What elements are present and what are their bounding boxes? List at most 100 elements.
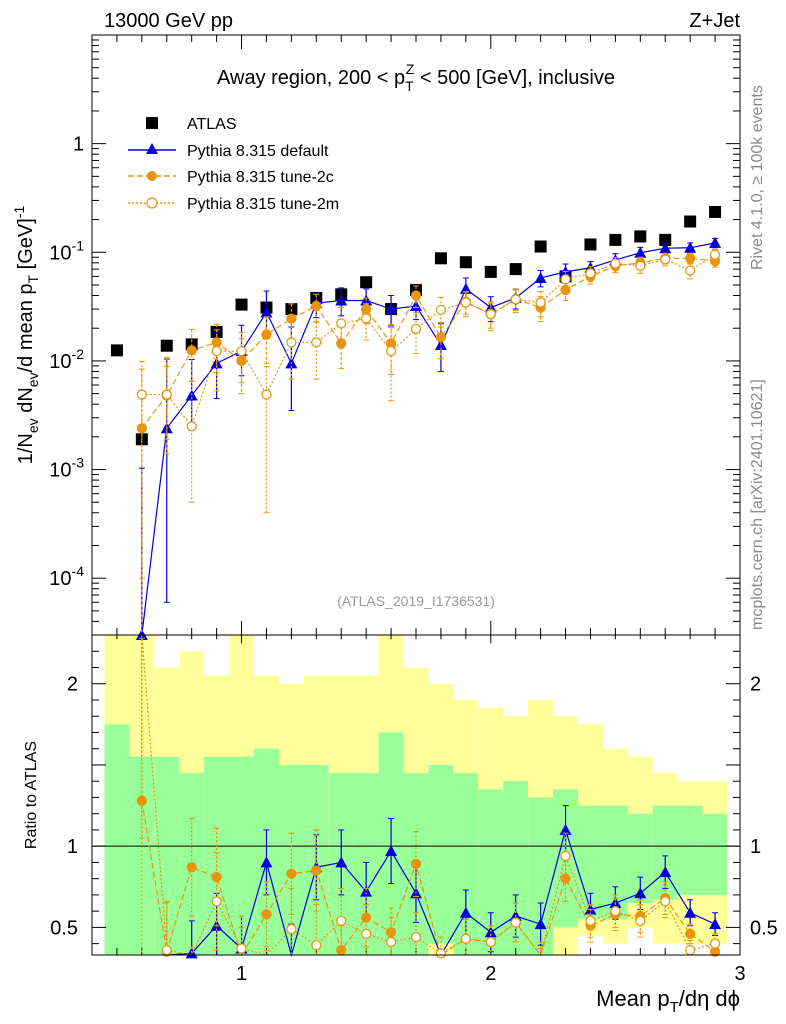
legend-label-tune2m: Pythia 8.315 tune-2m bbox=[187, 196, 339, 213]
data-point bbox=[634, 230, 647, 243]
ratio-point bbox=[560, 850, 571, 862]
mcplots-label: mcplots.cern.ch [arXiv:2401.10621] bbox=[749, 379, 766, 630]
data-point bbox=[535, 297, 546, 308]
ratio-point bbox=[585, 915, 596, 927]
ratio-y-axis-label: Ratio to ATLAS bbox=[23, 741, 40, 849]
data-point bbox=[335, 294, 348, 306]
ratio-point bbox=[559, 823, 572, 835]
ratio-point bbox=[659, 866, 672, 878]
ratio-point bbox=[410, 858, 422, 870]
data-point bbox=[360, 276, 373, 289]
data-point bbox=[659, 242, 672, 254]
legend-label-default: Pythia 8.315 default bbox=[187, 143, 329, 160]
ratio-point bbox=[510, 917, 521, 928]
x-tick-label: 2 bbox=[485, 963, 496, 985]
data-point bbox=[261, 389, 272, 400]
ratio-point bbox=[385, 845, 398, 857]
data-point bbox=[684, 215, 697, 228]
green-band-bin bbox=[428, 764, 454, 944]
ratio-layer bbox=[136, 634, 722, 959]
y-tick-label: 10-2 bbox=[49, 346, 84, 373]
data-point bbox=[410, 290, 422, 301]
data-point bbox=[161, 389, 172, 400]
ratio-point bbox=[361, 928, 372, 940]
ratio-point bbox=[660, 896, 671, 907]
x-axis-label: Mean pT/dη dϕ bbox=[596, 986, 740, 1016]
series-layer bbox=[110, 205, 722, 640]
legend-marker-atlas bbox=[146, 117, 158, 129]
data-point bbox=[410, 323, 422, 335]
data-point bbox=[136, 389, 147, 400]
data-point bbox=[709, 249, 721, 260]
ratio-tick-label: 0.5 bbox=[50, 917, 78, 939]
data-point bbox=[160, 339, 173, 352]
ratio-point bbox=[410, 931, 422, 943]
data-point bbox=[660, 254, 671, 265]
data-point bbox=[235, 298, 248, 311]
green-band-bin bbox=[154, 756, 180, 955]
data-point bbox=[610, 258, 621, 269]
legend-marker-default bbox=[146, 143, 158, 154]
data-point bbox=[311, 300, 322, 312]
legend-marker-tune2c bbox=[147, 171, 157, 181]
ratio-point bbox=[335, 856, 348, 868]
plot-title: Away region, 200 < pTZ < 500 [GeV], incl… bbox=[217, 61, 615, 94]
data-point bbox=[435, 304, 447, 316]
data-point bbox=[336, 318, 347, 329]
y-tick-label: 10-1 bbox=[49, 237, 84, 264]
data-point bbox=[435, 332, 447, 343]
data-point bbox=[361, 313, 372, 324]
header-left-label: 13000 GeV pp bbox=[104, 10, 233, 32]
ratio-point bbox=[709, 918, 722, 930]
ratio-tick-label: 2 bbox=[67, 674, 78, 696]
data-point bbox=[136, 423, 147, 434]
ratio-point bbox=[186, 862, 197, 873]
data-point bbox=[634, 246, 647, 258]
series-pythia-8-315-tune-2m bbox=[136, 249, 721, 579]
axis-ticks: 1 2 3 10-4 10-3 10-2 10-1 1 0.5 0.5 1 1 2 2 bbox=[49, 35, 778, 985]
data-point bbox=[261, 329, 272, 340]
data-point bbox=[510, 294, 521, 305]
data-point bbox=[186, 345, 197, 356]
legend-marker-tune2m bbox=[146, 197, 158, 209]
ratio-point bbox=[360, 885, 373, 897]
ratio-point bbox=[435, 948, 447, 959]
ratio-frame-overlay bbox=[91, 634, 741, 956]
data-point bbox=[709, 205, 722, 218]
data-point bbox=[385, 303, 398, 315]
ratio-point bbox=[161, 944, 172, 956]
header-right-label: Z+Jet bbox=[689, 10, 740, 32]
ratio-point bbox=[385, 936, 397, 948]
data-point bbox=[110, 344, 123, 357]
data-point bbox=[485, 308, 496, 320]
data-point bbox=[434, 252, 447, 265]
ratio-point bbox=[286, 868, 297, 879]
series-line bbox=[141, 257, 716, 429]
ratio-point bbox=[610, 905, 621, 917]
data-point bbox=[286, 337, 297, 348]
data-point bbox=[534, 271, 547, 283]
ratio-point bbox=[459, 906, 472, 918]
ratio-series-pythia-8-315-tune-2m bbox=[138, 634, 721, 959]
ratio-point bbox=[634, 887, 647, 899]
ratio-point bbox=[460, 933, 471, 944]
ratio-point bbox=[685, 944, 696, 956]
analysis-id: (ATLAS_2019_I1736531) bbox=[337, 593, 495, 609]
y-tick-label: 10-4 bbox=[49, 563, 84, 590]
ratio-point bbox=[336, 915, 347, 927]
data-point bbox=[311, 337, 322, 348]
ratio-point bbox=[261, 909, 272, 920]
data-point bbox=[236, 345, 247, 357]
rivet-label: Rivet 4.1.0, ≥ 100k events bbox=[749, 85, 766, 270]
ratio-point bbox=[684, 906, 697, 918]
green-band-bin bbox=[104, 724, 130, 955]
data-point bbox=[685, 253, 696, 264]
ratio-point bbox=[709, 938, 721, 949]
ratio-tick-label-right: 1 bbox=[750, 836, 761, 858]
series-pythia-8-315-default bbox=[135, 236, 722, 640]
series-pythia-8-315-tune-2c bbox=[136, 252, 721, 636]
ratio-point bbox=[236, 943, 247, 954]
green-band-bin bbox=[702, 813, 728, 895]
legend: ATLAS Pythia 8.315 default Pythia 8.315 … bbox=[128, 116, 339, 213]
